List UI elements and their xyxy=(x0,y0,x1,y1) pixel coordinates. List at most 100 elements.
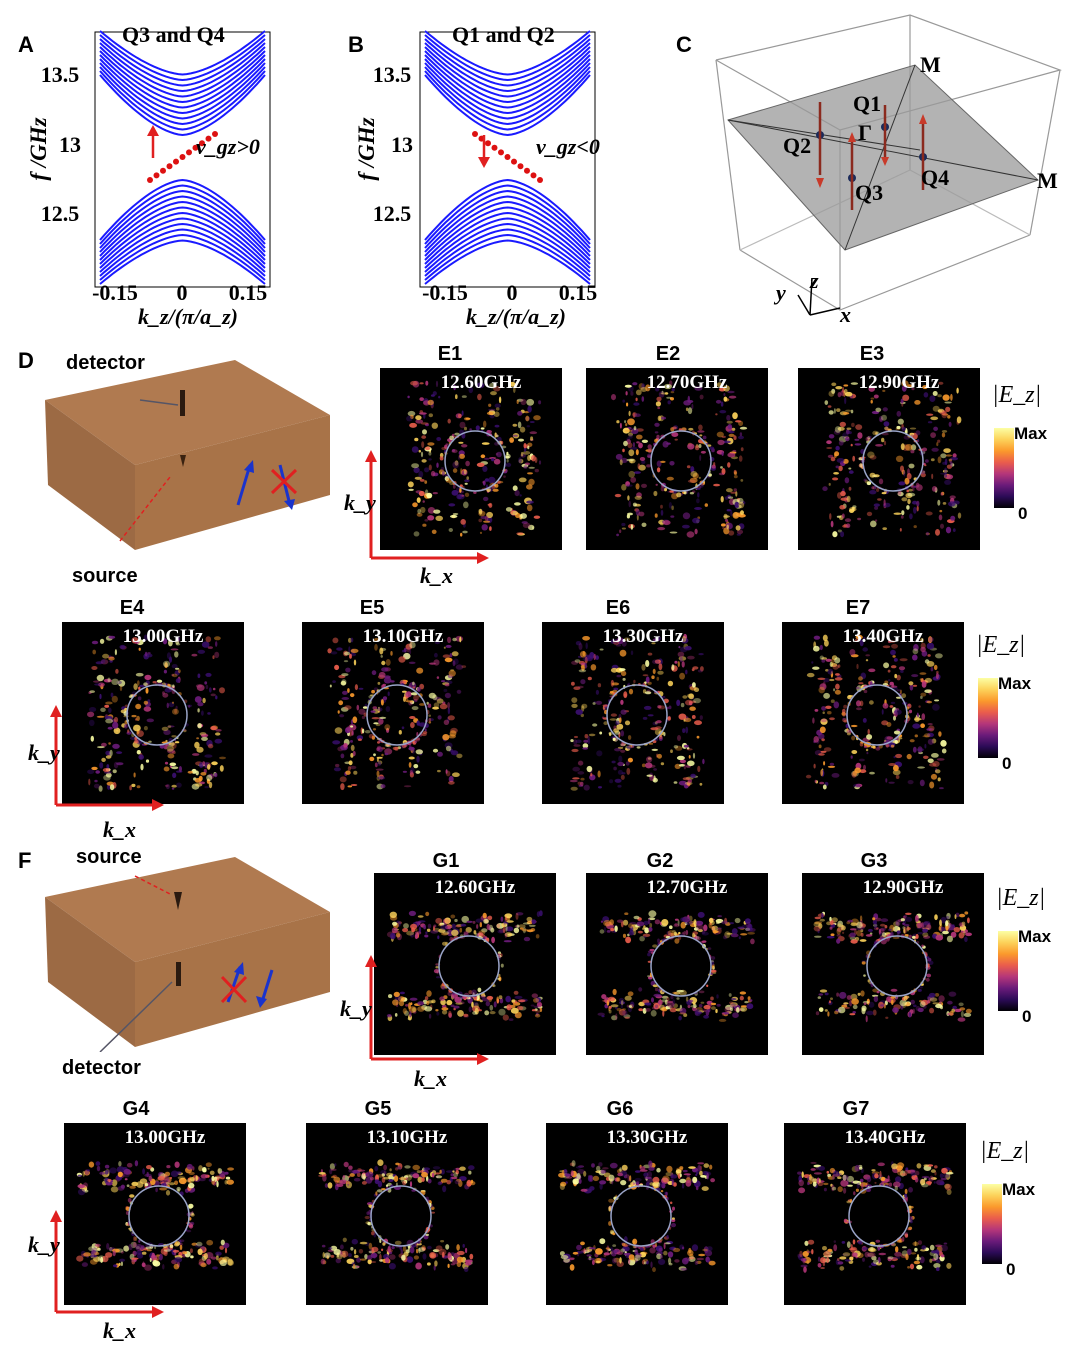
upper-band xyxy=(99,42,266,93)
upper-band xyxy=(99,50,266,104)
upper-band xyxy=(424,42,591,93)
ky-label: k_y xyxy=(28,1232,60,1257)
lower-band xyxy=(424,233,591,281)
upper-band xyxy=(424,62,591,120)
upper-band xyxy=(99,74,266,137)
upper-band xyxy=(99,46,266,98)
lower-band xyxy=(99,184,266,245)
field-map-g6: 13.30GHz xyxy=(546,1123,728,1305)
panel-label-e7: E7 xyxy=(845,597,871,619)
lower-band xyxy=(424,200,591,257)
colorbar-max: Max xyxy=(1014,424,1048,443)
kaxis-g-row1 xyxy=(365,955,489,1065)
panel-d-sample-box xyxy=(45,360,330,550)
upper-band xyxy=(424,74,591,137)
field-map-e6: 13.30GHz xyxy=(542,622,724,804)
fermi-circle xyxy=(370,1185,432,1247)
panel-label-e4: E4 xyxy=(119,597,145,619)
frequency-label: 12.60GHz xyxy=(434,877,516,898)
panel-label-g1: G1 xyxy=(432,850,460,872)
field-map-e4: 13.00GHz xyxy=(62,622,244,804)
panel-a-ylabel: f /GHz xyxy=(26,117,51,181)
colorbar-gradient xyxy=(978,678,998,758)
frequency-label: 12.60GHz xyxy=(440,372,522,393)
panel-a-band-plot: 13.5 13 12.5 -0.15 0 0.15 xyxy=(41,30,271,305)
fermi-circle xyxy=(438,935,500,997)
edge-state-point xyxy=(472,131,478,137)
panel-b-ylabel: f /GHz xyxy=(354,117,379,181)
fermi-circle xyxy=(650,935,712,997)
blue-arrow-up-icon xyxy=(236,464,252,506)
upper-band xyxy=(99,34,266,82)
lower-band xyxy=(424,239,591,285)
q2-label: Q2 xyxy=(783,133,811,158)
lower-band xyxy=(99,211,266,265)
lower-band xyxy=(424,184,591,245)
frequency-label: 13.10GHz xyxy=(366,1127,448,1148)
colorbar-min: 0 xyxy=(1006,1260,1016,1279)
upper-band xyxy=(424,54,591,109)
edge-state-point xyxy=(530,172,537,179)
field-map-g1: 12.60GHz xyxy=(374,873,556,1055)
colorbar-max: Max xyxy=(1002,1180,1036,1199)
ky-label: k_y xyxy=(28,740,60,765)
edge-state-point xyxy=(199,140,205,147)
panel-a-title: Q3 and Q4 xyxy=(122,22,225,47)
colorbar-max: Max xyxy=(1018,927,1052,946)
q4-label: Q4 xyxy=(921,165,949,190)
panel-a-bands xyxy=(99,30,266,285)
upper-band xyxy=(99,54,266,109)
panel-label-e2: E2 xyxy=(655,343,681,365)
field-map-e1: 12.60GHz xyxy=(380,368,562,550)
ytick-12.5: 12.5 xyxy=(41,201,80,226)
field-map-g3: 12.90GHz xyxy=(802,873,984,1055)
source-label: source xyxy=(76,846,142,868)
lower-band xyxy=(424,189,591,249)
lower-band xyxy=(424,211,591,265)
detector-probe xyxy=(180,390,185,416)
up-arrowhead-icon xyxy=(147,125,159,136)
down-arrowhead-icon xyxy=(478,157,490,168)
edge-state-point xyxy=(498,149,504,156)
panel-d-letter: D xyxy=(18,348,34,373)
xtick-zero: 0 xyxy=(177,280,188,305)
panel-label-g3: G3 xyxy=(860,850,888,872)
lower-band xyxy=(424,228,591,277)
panel-b-bands xyxy=(424,30,591,285)
upper-band xyxy=(424,50,591,104)
panel-b-band-plot: 13.5 13 12.5 -0.15 0 0.15 xyxy=(373,30,597,305)
upper-band xyxy=(424,70,591,131)
upper-band xyxy=(424,34,591,82)
z-axis-label: z xyxy=(809,268,819,293)
frequency-label: 13.30GHz xyxy=(606,1127,688,1148)
edge-state-point xyxy=(524,167,530,174)
frequency-label: 13.10GHz xyxy=(362,626,444,647)
fermi-circle xyxy=(650,430,712,492)
edge-state-point xyxy=(212,131,218,137)
panel-a-annotation: v_gz>0 xyxy=(196,134,260,159)
gamma-label: Γ xyxy=(858,120,872,145)
source-probe xyxy=(174,892,182,910)
colorbar-title: |E_z| xyxy=(992,382,1042,408)
lower-band xyxy=(99,228,266,277)
kx-label: k_x xyxy=(420,563,453,588)
panel-a-edge-state xyxy=(147,131,218,183)
edge-state-point xyxy=(153,172,160,179)
panel-label-g5: G5 xyxy=(364,1098,392,1120)
ytick-12.5: 12.5 xyxy=(373,201,412,226)
panel-f-sample-box xyxy=(45,857,330,1052)
frequency-label: 13.00GHz xyxy=(124,1127,206,1148)
panel-b-letter: B xyxy=(348,32,364,57)
upper-band xyxy=(99,66,266,126)
kaxis-g-row2 xyxy=(50,1210,164,1318)
lower-band xyxy=(99,189,266,249)
edge-state-point xyxy=(186,149,192,156)
x-axis-label: x xyxy=(839,302,851,327)
edge-state-point xyxy=(147,177,153,183)
upper-band xyxy=(99,38,266,87)
edge-state-point xyxy=(173,158,179,165)
panel-label-g4: G4 xyxy=(122,1098,150,1120)
field-map-g4: 13.00GHz xyxy=(64,1123,246,1305)
fermi-circle xyxy=(606,684,668,746)
q3-label: Q3 xyxy=(855,180,883,205)
